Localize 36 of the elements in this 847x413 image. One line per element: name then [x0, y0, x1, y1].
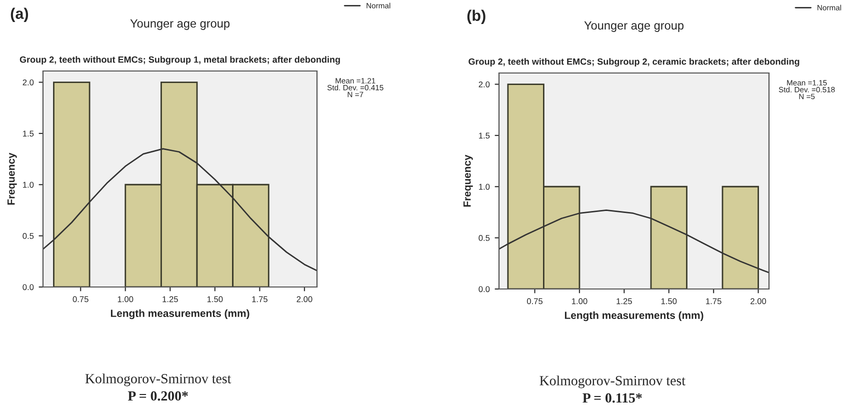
x-axis-title: Length measurements (mm) — [564, 311, 704, 322]
y-tick-label: 1.0 — [479, 184, 490, 190]
x-tick-label: 0.75 — [526, 298, 543, 304]
y-axis-title: Frequency — [8, 152, 17, 205]
text: P = 0.115* — [582, 393, 642, 403]
text: (b) — [467, 10, 486, 24]
x-tick-label: 0.75 — [72, 296, 88, 302]
x-tick-label: 2.00 — [296, 296, 312, 302]
chart-subtitle: Group 2, teeth without EMCs; Subgroup 2, ceramic brackets; after debonding — [468, 58, 800, 67]
x-tick-label: 1.25 — [162, 296, 178, 302]
y-tick-label: 0.0 — [478, 286, 490, 292]
text: (a) — [10, 8, 28, 22]
y-tick-label: 2.0 — [478, 81, 490, 88]
y-tick-label: 1.0 — [23, 182, 34, 188]
x-tick-label: 1.25 — [616, 298, 632, 304]
x-tick-label: 1.50 — [661, 298, 677, 304]
x-tick-label: 1.75 — [252, 296, 268, 302]
y-axis-title: Frequency — [464, 154, 473, 207]
chart-title: Younger age group — [130, 19, 230, 30]
x-tick-label: 1.50 — [207, 296, 223, 302]
x-axis-title: Length measurements (mm) — [110, 309, 250, 320]
y-tick-label: 2.0 — [22, 79, 34, 86]
y-tick-label: 0.0 — [22, 284, 34, 290]
x-tick-label: 1.00 — [572, 298, 588, 304]
text: Kolmogorov-Smirnov test — [540, 376, 686, 388]
y-tick-label: 0.5 — [478, 235, 490, 241]
text: Kolmogorov-Smirnov test — [85, 374, 232, 386]
y-tick-label: 0.5 — [22, 233, 34, 239]
x-tick-label: 1.00 — [118, 296, 134, 302]
text: P = 0.200* — [128, 391, 188, 401]
y-tick-label: 1.5 — [23, 130, 34, 137]
chart-title: Younger age group — [584, 21, 684, 32]
x-tick-label: 2.00 — [750, 298, 766, 304]
chart-subtitle: Group 2, teeth without EMCs; Subgroup 1, metal brackets; after debonding — [20, 56, 340, 65]
y-tick-label: 1.5 — [479, 132, 490, 139]
x-tick-label: 1.75 — [706, 298, 722, 304]
